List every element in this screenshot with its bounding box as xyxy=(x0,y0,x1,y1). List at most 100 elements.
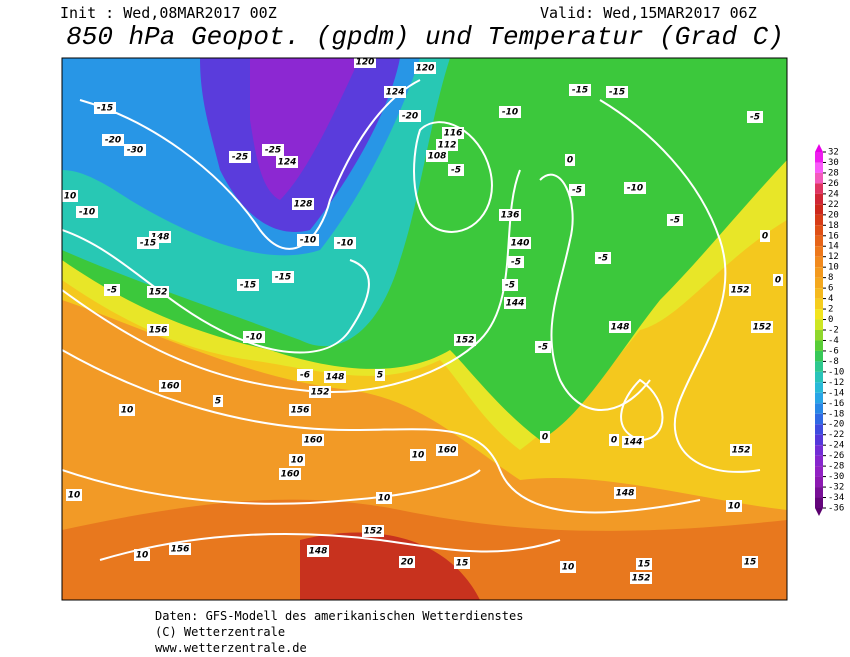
contour-label: 144 xyxy=(624,438,643,448)
contour-label-box xyxy=(742,556,758,568)
contour-label: 152 xyxy=(753,323,772,333)
contour-label-box xyxy=(307,545,329,557)
colorbar-label: 28 xyxy=(828,168,839,178)
contour-label-box xyxy=(667,214,683,226)
contour-label-box xyxy=(508,256,524,268)
contour-label-box xyxy=(726,500,742,512)
contour-label-box xyxy=(104,284,120,296)
contour-label: -5 xyxy=(511,258,521,268)
contour-label-box xyxy=(773,274,783,286)
footer-source: Daten: GFS-Modell des amerikanischen Wet… xyxy=(155,609,523,623)
contour-label-box xyxy=(76,206,98,218)
contour-label: 136 xyxy=(501,211,520,221)
contour-label: -10 xyxy=(502,108,518,118)
contour-label-box xyxy=(535,341,551,353)
contour-label-box xyxy=(362,525,384,537)
contour-label: 5 xyxy=(377,371,383,381)
contour-label: 10 xyxy=(136,551,149,561)
contour-label: 10 xyxy=(562,563,575,573)
colorbar-label: -30 xyxy=(828,472,844,482)
colorbar-segment xyxy=(815,214,823,226)
colorbar-label: 8 xyxy=(828,273,833,283)
contour xyxy=(62,349,701,514)
contour-label-box xyxy=(119,404,135,416)
contour-label: 156 xyxy=(171,545,190,555)
colorbar-segment xyxy=(815,288,823,299)
contour-label: 10 xyxy=(412,451,425,461)
contour-label: -25 xyxy=(232,153,248,163)
colorbar-label: -8 xyxy=(828,357,839,367)
contour-label: 140 xyxy=(511,239,530,249)
contour-label: -15 xyxy=(240,281,256,291)
contour-label-box xyxy=(454,557,470,569)
init-time: Init : Wed,08MAR2017 00Z xyxy=(60,4,277,22)
contour-label-box xyxy=(292,198,314,210)
contour-label: 160 xyxy=(161,382,180,392)
contour-label-box xyxy=(237,279,259,291)
contour-label-box xyxy=(609,321,631,333)
colorbar-segment xyxy=(815,340,823,351)
contour-label: -5 xyxy=(538,343,548,353)
contour-label: 160 xyxy=(304,436,323,446)
colorbar-label: 20 xyxy=(828,210,839,220)
contour-label: 148 xyxy=(616,489,635,499)
contour-label-box xyxy=(94,102,116,114)
map-title: 850 hPa Geopot. (gpdm) und Temperatur (G… xyxy=(66,22,784,52)
contour-label-box xyxy=(622,436,644,448)
contour-label-box xyxy=(509,237,531,249)
colorbar-label: 10 xyxy=(828,263,839,273)
contour xyxy=(79,79,421,250)
contour-label: 120 xyxy=(416,64,435,74)
contour-label: 5 xyxy=(215,397,221,407)
contour-label: -5 xyxy=(451,166,461,176)
colorbar-segment xyxy=(815,350,823,362)
colorbar-segment xyxy=(815,225,823,236)
contour-label-box xyxy=(297,234,319,246)
colorbar-segment xyxy=(815,309,823,320)
contour-label-box xyxy=(426,150,448,162)
contour-label-box xyxy=(124,144,146,156)
colorbar-segment xyxy=(815,277,823,289)
contour-label: -5 xyxy=(107,286,117,296)
colorbar-label: 24 xyxy=(828,189,839,199)
colorbar-label: 22 xyxy=(828,200,839,210)
colorbar-label: -26 xyxy=(828,451,844,461)
hot-zone xyxy=(300,532,480,600)
contour-label-box xyxy=(297,369,313,381)
colorbar-label: 0 xyxy=(828,315,833,325)
contour-label: -20 xyxy=(105,136,121,146)
contour xyxy=(62,229,370,354)
colorbar-label: 6 xyxy=(828,284,833,294)
contour-label-box xyxy=(442,127,464,139)
colorbar-label: 26 xyxy=(828,179,839,189)
contour-label: 10 xyxy=(64,192,77,202)
contour-label-box xyxy=(540,431,550,443)
contour-label-box xyxy=(760,230,770,242)
contour-label: -5 xyxy=(598,254,608,264)
contour-label: -15 xyxy=(97,104,113,114)
contour-label-box xyxy=(376,492,392,504)
contour-label: 152 xyxy=(364,527,383,537)
contour-label-box xyxy=(499,209,521,221)
contour-label: -30 xyxy=(127,146,143,156)
colorbar-top xyxy=(815,144,823,152)
colorbar-segment xyxy=(815,445,823,456)
contour-label-box xyxy=(606,86,628,98)
contour-label-box xyxy=(147,286,169,298)
contour-label-box xyxy=(279,468,301,480)
contour-label: 152 xyxy=(149,288,168,298)
valid-time: Valid: Wed,15MAR2017 06Z xyxy=(540,4,757,22)
contour-label-box xyxy=(134,549,150,561)
contour-label-box xyxy=(289,454,305,466)
contour-label-box xyxy=(243,331,265,343)
contour-label-box xyxy=(334,237,356,249)
contour-label-box xyxy=(436,444,458,456)
contour-label-box xyxy=(448,164,464,176)
contour-label-box xyxy=(159,380,181,392)
contour xyxy=(99,533,561,561)
contour-label: -15 xyxy=(275,273,291,283)
contour-label-box xyxy=(309,386,331,398)
contour-label: 0 xyxy=(611,436,617,446)
contour-label: 120 xyxy=(356,58,375,68)
contour-label: 148 xyxy=(326,373,345,383)
